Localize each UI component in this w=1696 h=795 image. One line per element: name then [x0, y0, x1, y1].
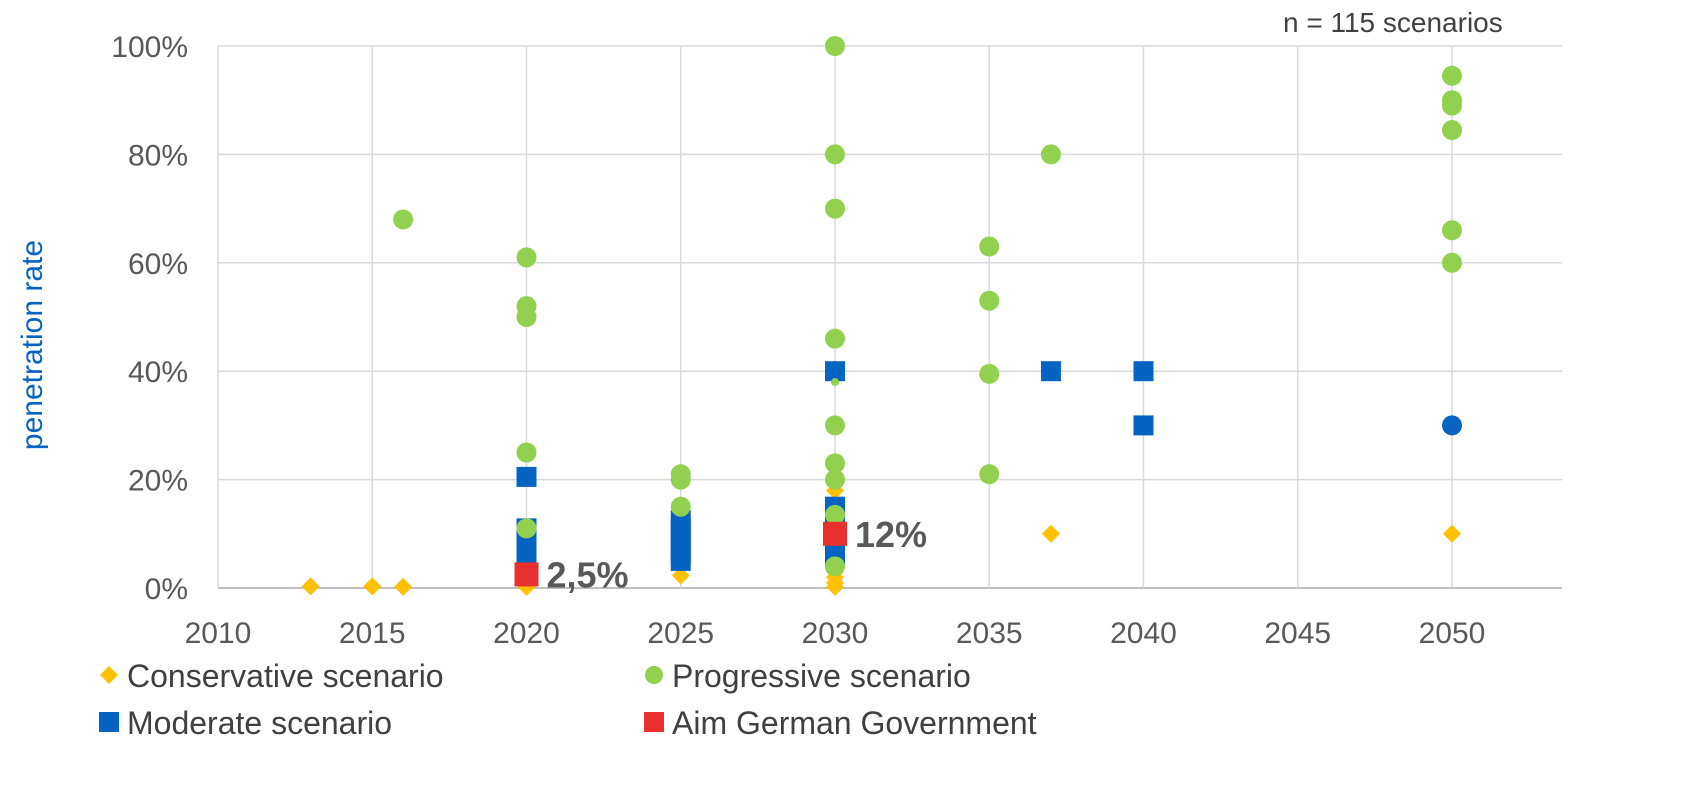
progressive-point	[1040, 144, 1061, 165]
progressive-point	[516, 518, 537, 539]
progressive-point	[516, 442, 537, 463]
x-tick-label: 2010	[185, 617, 252, 650]
government-aim-point	[823, 521, 847, 546]
gridlines	[217, 45, 1562, 589]
moderate-point	[670, 550, 691, 571]
moderate-point	[1040, 361, 1061, 382]
government-aim-point	[514, 562, 539, 587]
moderate-point	[825, 361, 845, 382]
moderate-point	[516, 466, 537, 487]
x-tick-label: 2035	[956, 617, 1023, 650]
progressive-point	[825, 453, 845, 474]
conservative-point	[394, 577, 413, 596]
government-aim-label: 12%	[855, 514, 927, 555]
x-tick-label: 2040	[1110, 617, 1177, 650]
progressive-point	[670, 469, 691, 490]
y-tick-label: 0%	[145, 573, 188, 606]
progressive-point	[1442, 95, 1462, 116]
legend-swatch	[644, 712, 664, 732]
x-tick-label: 2020	[493, 617, 560, 650]
y-tick-label: 40%	[128, 356, 188, 389]
conservative-point	[1443, 524, 1461, 543]
x-tick-label: 2015	[339, 617, 406, 650]
data-points	[301, 36, 1462, 596]
progressive-point	[825, 469, 845, 490]
progressive-point	[825, 144, 845, 165]
progressive-point	[1442, 220, 1462, 241]
y-tick-label: 100%	[111, 31, 188, 64]
moderate-point	[1133, 361, 1154, 382]
x-tick-label: 2025	[647, 617, 714, 650]
progressive-point	[825, 198, 845, 219]
y-axis-ticks: 0% 20% 40% 60% 80% 100%	[111, 31, 188, 606]
y-axis-title: penetration rate	[16, 240, 49, 450]
x-tick-label: 2050	[1419, 617, 1486, 650]
x-tick-label: 2045	[1264, 617, 1331, 650]
progressive-point	[1442, 120, 1462, 141]
progressive-point	[825, 415, 845, 436]
x-axis-ticks: 2010 2015 2020 2025 2030 2035 2040 2045 2050	[185, 617, 1486, 650]
progressive-point	[825, 36, 845, 56]
legend: Conservative scenario Progressive scenari…	[99, 658, 1037, 741]
progressive-point	[670, 496, 691, 517]
progressive-point	[393, 209, 414, 230]
progressive-point	[979, 363, 1000, 384]
conservative-point	[363, 577, 382, 596]
conservative-point	[301, 577, 320, 596]
progressive-point	[825, 504, 845, 525]
legend-swatch	[645, 666, 663, 684]
progressive-point	[1442, 415, 1462, 436]
x-tick-label: 2030	[802, 617, 869, 650]
legend-label: Moderate scenario	[127, 705, 392, 741]
progressive-point	[516, 247, 537, 268]
progressive-point	[979, 236, 1000, 257]
government-aim-label: 2,5%	[547, 554, 629, 595]
note-background	[1262, 0, 1562, 42]
progressive-point	[1442, 65, 1462, 86]
legend-swatch	[100, 666, 118, 684]
progressive-point	[516, 307, 537, 327]
progressive-point	[979, 464, 1000, 485]
progressive-point	[825, 328, 845, 349]
progressive-point	[1442, 252, 1462, 273]
scenario-count-note: n = 115 scenarios	[1283, 7, 1503, 38]
y-tick-label: 80%	[128, 139, 188, 172]
conservative-point	[1041, 524, 1060, 543]
data-labels: 2,5% 12%	[547, 514, 928, 596]
y-tick-label: 60%	[128, 248, 188, 281]
progressive-point	[831, 378, 839, 387]
moderate-point	[1133, 415, 1154, 436]
conservative-point	[671, 566, 690, 585]
legend-swatch	[99, 712, 119, 732]
y-tick-label: 20%	[128, 465, 188, 498]
legend-label: Aim German Government	[672, 705, 1037, 741]
progressive-point	[825, 556, 845, 577]
progressive-point	[979, 290, 1000, 311]
legend-label: Progressive scenario	[672, 658, 971, 694]
legend-label: Conservative scenario	[127, 658, 444, 694]
